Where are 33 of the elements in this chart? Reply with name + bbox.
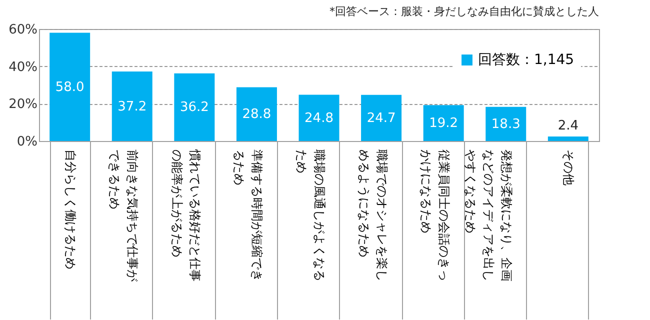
legend-label: 回答数：1,145 xyxy=(478,52,574,68)
bar xyxy=(50,32,90,141)
bar xyxy=(361,94,402,141)
bar xyxy=(236,87,277,141)
x-tick-label: 従業員同士の会話のきっかけになるため xyxy=(419,150,452,282)
data-label: 24.7 xyxy=(366,110,396,126)
text: *回答ベース：服装・身だしなみ自由化に賛成とした人 xyxy=(330,5,599,18)
x-tick-label: 準備する時間が短縮できるため xyxy=(232,150,264,282)
data-label: 19.2 xyxy=(429,116,458,132)
bar xyxy=(486,106,526,141)
data-label: 24.8 xyxy=(304,110,334,126)
bar xyxy=(298,94,340,141)
y-tick-label: 40% xyxy=(8,60,38,75)
x-tick-label: 前向きな気持ちで仕事ができるため xyxy=(108,150,140,282)
x-tick-label: 自分らしく働けるため xyxy=(63,150,78,270)
x-tick-label: 発想が柔軟になり、企画などのアイディアを出しやすくなるため xyxy=(463,150,514,282)
bar xyxy=(112,72,152,141)
data-label: 28.8 xyxy=(242,107,272,122)
x-tick-label: 職場の風通しがよくなるため xyxy=(294,150,326,282)
data-label: 58.0 xyxy=(55,80,84,95)
data-label: 2.4 xyxy=(558,118,579,134)
bar xyxy=(174,73,215,141)
x-tick-label: 慣れている格好だと仕事の能率が上がるため xyxy=(170,148,202,282)
data-label: 36.2 xyxy=(180,100,209,116)
bar xyxy=(423,105,464,141)
y-tick-label: 20% xyxy=(8,97,38,112)
x-tick-label: その他 xyxy=(562,150,576,186)
data-label: 18.3 xyxy=(491,116,520,132)
y-tick-label: 60% xyxy=(8,22,38,38)
x-tick-label: 職場でのオシャレを楽しめるようになるため xyxy=(356,150,389,282)
data-label: 37.2 xyxy=(118,99,147,114)
bar xyxy=(548,136,588,141)
y-tick-label: 0% xyxy=(16,134,38,150)
